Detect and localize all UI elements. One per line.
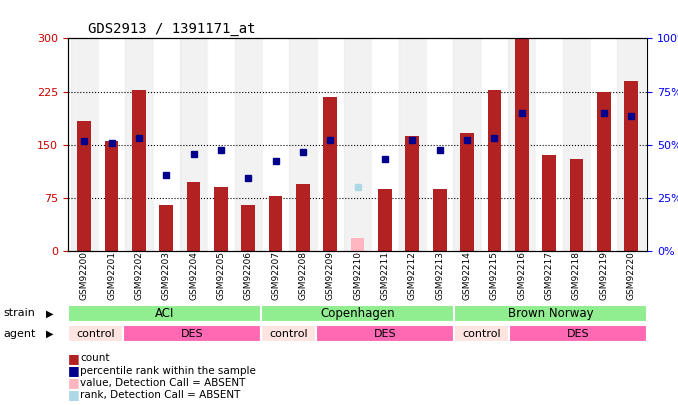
Bar xyxy=(125,38,153,251)
Text: control: control xyxy=(269,329,308,339)
Bar xyxy=(542,156,556,251)
Text: GSM92205: GSM92205 xyxy=(216,251,225,300)
Bar xyxy=(77,122,91,251)
Text: control: control xyxy=(462,329,501,339)
Bar xyxy=(261,305,454,322)
Text: control: control xyxy=(76,329,115,339)
Text: percentile rank within the sample: percentile rank within the sample xyxy=(80,366,256,375)
Text: DES: DES xyxy=(181,329,203,339)
Bar xyxy=(186,182,201,251)
Bar xyxy=(132,90,146,251)
Text: ■: ■ xyxy=(68,388,79,401)
Text: GSM92214: GSM92214 xyxy=(462,251,471,300)
Text: GSM92220: GSM92220 xyxy=(626,251,635,300)
Bar xyxy=(563,38,590,251)
Text: GSM92213: GSM92213 xyxy=(435,251,444,300)
Text: GSM92202: GSM92202 xyxy=(134,251,143,300)
Bar xyxy=(268,196,283,251)
Bar xyxy=(426,38,454,251)
Text: ■: ■ xyxy=(68,364,79,377)
Text: GSM92215: GSM92215 xyxy=(490,251,499,300)
Bar xyxy=(515,38,529,251)
Bar xyxy=(261,325,316,342)
Text: value, Detection Call = ABSENT: value, Detection Call = ABSENT xyxy=(80,378,245,388)
Bar xyxy=(262,38,290,251)
Text: GSM92219: GSM92219 xyxy=(599,251,608,300)
Bar xyxy=(241,205,255,251)
Text: GSM92216: GSM92216 xyxy=(517,251,526,300)
Bar xyxy=(481,38,508,251)
Bar xyxy=(316,325,454,342)
Bar xyxy=(433,189,447,251)
Text: GSM92208: GSM92208 xyxy=(298,251,307,300)
Bar xyxy=(460,133,474,251)
Text: GSM92200: GSM92200 xyxy=(80,251,89,300)
Text: ▶: ▶ xyxy=(46,309,54,318)
Bar xyxy=(214,187,228,251)
Text: GSM92211: GSM92211 xyxy=(380,251,389,300)
Bar xyxy=(317,38,344,251)
Bar xyxy=(509,325,647,342)
Text: Copenhagen: Copenhagen xyxy=(320,307,395,320)
Bar xyxy=(624,81,638,251)
Text: GSM92203: GSM92203 xyxy=(162,251,171,300)
Text: GSM92204: GSM92204 xyxy=(189,251,198,300)
Bar xyxy=(372,38,399,251)
Bar xyxy=(290,38,317,251)
Bar xyxy=(153,38,180,251)
Bar xyxy=(68,325,123,342)
Bar xyxy=(405,136,419,251)
Text: ▶: ▶ xyxy=(46,329,54,339)
Text: DES: DES xyxy=(567,329,590,339)
Text: rank, Detection Call = ABSENT: rank, Detection Call = ABSENT xyxy=(80,390,241,400)
Bar xyxy=(207,38,235,251)
Text: GSM92217: GSM92217 xyxy=(544,251,553,300)
Text: GSM92209: GSM92209 xyxy=(326,251,335,300)
Bar xyxy=(618,38,645,251)
Bar xyxy=(487,90,501,251)
Bar xyxy=(570,159,583,251)
Bar xyxy=(351,238,365,251)
Bar xyxy=(454,325,509,342)
Bar xyxy=(98,38,125,251)
Bar xyxy=(597,92,611,251)
Bar xyxy=(454,305,647,322)
Bar xyxy=(378,189,392,251)
Text: GDS2913 / 1391171_at: GDS2913 / 1391171_at xyxy=(88,22,256,36)
Bar xyxy=(68,305,261,322)
Text: Brown Norway: Brown Norway xyxy=(508,307,594,320)
Bar xyxy=(323,96,337,251)
Bar xyxy=(536,38,563,251)
Bar xyxy=(296,184,310,251)
Bar xyxy=(399,38,426,251)
Text: GSM92206: GSM92206 xyxy=(244,251,253,300)
Text: GSM92210: GSM92210 xyxy=(353,251,362,300)
Bar xyxy=(159,205,173,251)
Bar xyxy=(590,38,618,251)
Text: strain: strain xyxy=(3,309,35,318)
Bar xyxy=(508,38,536,251)
Text: ■: ■ xyxy=(68,352,79,365)
Text: GSM92207: GSM92207 xyxy=(271,251,280,300)
Bar xyxy=(104,141,119,251)
Text: count: count xyxy=(80,354,110,363)
Text: ACI: ACI xyxy=(155,307,174,320)
Bar xyxy=(235,38,262,251)
Bar xyxy=(123,325,261,342)
Bar xyxy=(454,38,481,251)
Text: GSM92218: GSM92218 xyxy=(572,251,581,300)
Text: GSM92212: GSM92212 xyxy=(408,251,417,300)
Bar xyxy=(180,38,207,251)
Text: agent: agent xyxy=(3,329,36,339)
Text: GSM92201: GSM92201 xyxy=(107,251,116,300)
Bar xyxy=(71,38,98,251)
Text: DES: DES xyxy=(374,329,397,339)
Bar xyxy=(344,38,372,251)
Text: ■: ■ xyxy=(68,376,79,389)
